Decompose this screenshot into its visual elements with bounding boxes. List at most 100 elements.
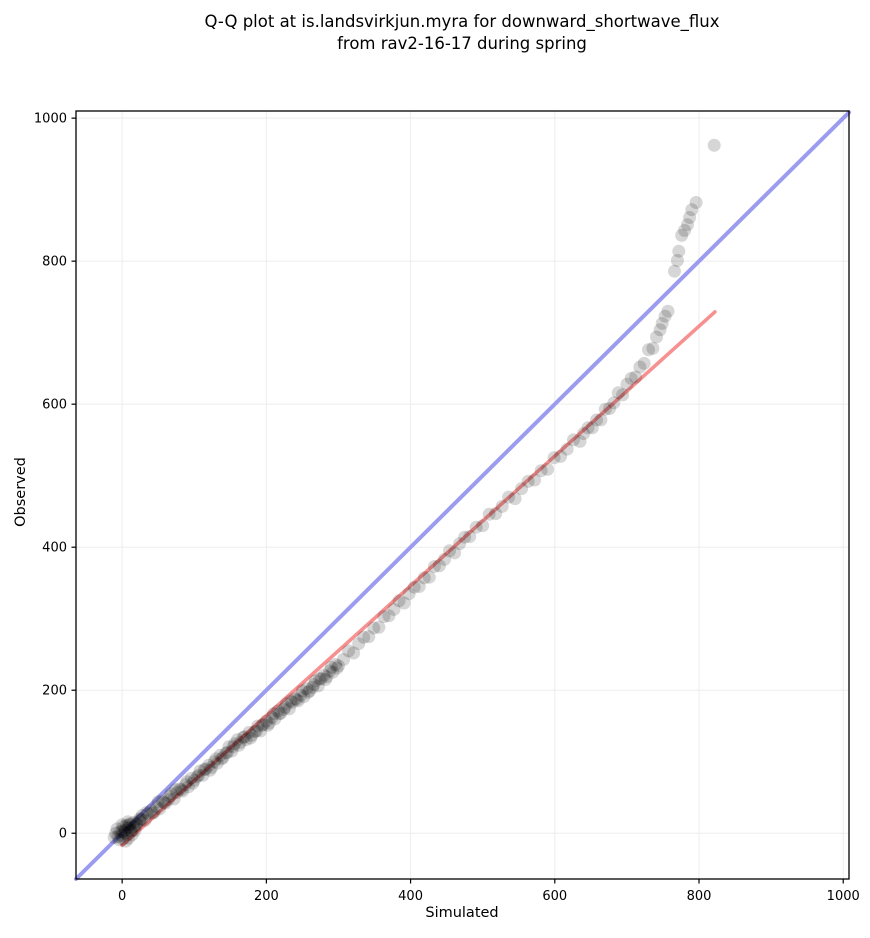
scatter-point [633, 360, 647, 374]
scatter-point [125, 824, 138, 838]
scatter-point [112, 833, 126, 847]
scatter-point [661, 304, 675, 318]
scatter-point [387, 602, 401, 616]
scatter-point [107, 831, 121, 844]
scatter-point [528, 473, 542, 487]
scatter-point [280, 697, 294, 711]
scatter-point [290, 693, 304, 706]
y-tick-label: 400 [42, 541, 67, 556]
scatter-point [624, 371, 638, 385]
scatter-point [314, 672, 328, 686]
y-tick-label: 0 [59, 827, 67, 842]
scatter-point [620, 377, 634, 391]
scatter-point [560, 442, 574, 456]
scatter-point [554, 449, 568, 463]
scatter-point [120, 828, 134, 842]
scatter-point [285, 695, 299, 709]
scatter-point [337, 653, 350, 666]
scatter-point [192, 768, 206, 782]
scatter-point [262, 716, 276, 730]
scatter-point [274, 706, 288, 720]
y-tick-label: 1000 [34, 112, 67, 127]
scatter-point [685, 203, 699, 217]
scatter-point [205, 760, 219, 774]
scatter-point [216, 750, 230, 764]
scatter-point [245, 728, 259, 742]
x-tick-label: 0 [118, 889, 126, 904]
x-tick-label: 1000 [827, 889, 860, 904]
x-axis-label: Simulated [425, 905, 498, 921]
scatter-point [295, 684, 309, 698]
scatter-point [121, 815, 135, 829]
scatter-point [135, 813, 149, 827]
scatter-point [581, 421, 595, 435]
scatter-point [392, 594, 406, 608]
scatter-point [239, 733, 253, 747]
scatter-point [476, 519, 490, 533]
scatter-point [547, 451, 561, 465]
scatter-point [362, 630, 376, 644]
scatter-point [179, 778, 193, 792]
scatter-point [668, 264, 681, 278]
scatter-point [453, 537, 467, 551]
scatter-points [107, 138, 721, 848]
y-tick-label: 600 [42, 398, 67, 413]
scatter-point [173, 782, 187, 796]
x-tick-label: 800 [687, 889, 712, 904]
scatter-point [186, 776, 200, 790]
scatter-point [257, 718, 270, 731]
scatter-point [157, 796, 171, 809]
scatter-point [115, 818, 129, 832]
scatter-point [196, 768, 210, 782]
scatter-point [412, 580, 426, 593]
scatter-point [147, 806, 161, 819]
scatter-point [603, 402, 617, 415]
scatter-point [145, 806, 159, 820]
scatter-point [111, 830, 125, 844]
scatter-point [161, 793, 175, 807]
scatter-point [515, 482, 529, 496]
scatter-point [313, 672, 327, 686]
scatter-point [282, 702, 296, 716]
scatter-point [249, 724, 263, 738]
chart-title-line2: from rav2-16-17 during spring [337, 34, 587, 53]
scatter-point [330, 661, 344, 675]
scatter-point [307, 678, 321, 691]
scatter-point [254, 724, 268, 738]
scatter-point [422, 570, 436, 584]
scatter-point [261, 718, 275, 732]
scatter-point [207, 755, 221, 769]
scatter-point [144, 803, 158, 817]
scatter-point [297, 690, 311, 704]
scatter-point [141, 807, 155, 821]
scatter-point [213, 748, 227, 762]
scatter-point [326, 665, 340, 679]
scatter-point [271, 704, 285, 718]
scatter-point [114, 828, 128, 842]
scatter-point [110, 822, 124, 836]
scatter-point [187, 773, 201, 787]
scatter-point [231, 733, 244, 747]
scatter-point [134, 812, 148, 826]
x-tick-label: 200 [254, 889, 279, 904]
scatter-point [122, 831, 136, 845]
scatter-point [236, 730, 250, 744]
scatter-point [681, 218, 694, 232]
scatter-point [121, 821, 135, 834]
scatter-point [438, 552, 451, 566]
scatter-point [650, 330, 663, 344]
scatter-point [317, 668, 331, 682]
scatter-point [284, 694, 298, 708]
scatter-point [658, 309, 672, 323]
scatter-point [209, 752, 223, 766]
scatter-point [367, 621, 381, 635]
scatter-point [402, 587, 416, 601]
scatter-point [294, 688, 308, 702]
scatter-point [342, 644, 356, 658]
axes-spines [75, 110, 850, 880]
axis-tick-labels: 0 200 400 600 800 1000 0 200 400 600 800 1000 [34, 112, 860, 904]
identity-line [74, 110, 851, 881]
scatter-point [184, 771, 198, 785]
